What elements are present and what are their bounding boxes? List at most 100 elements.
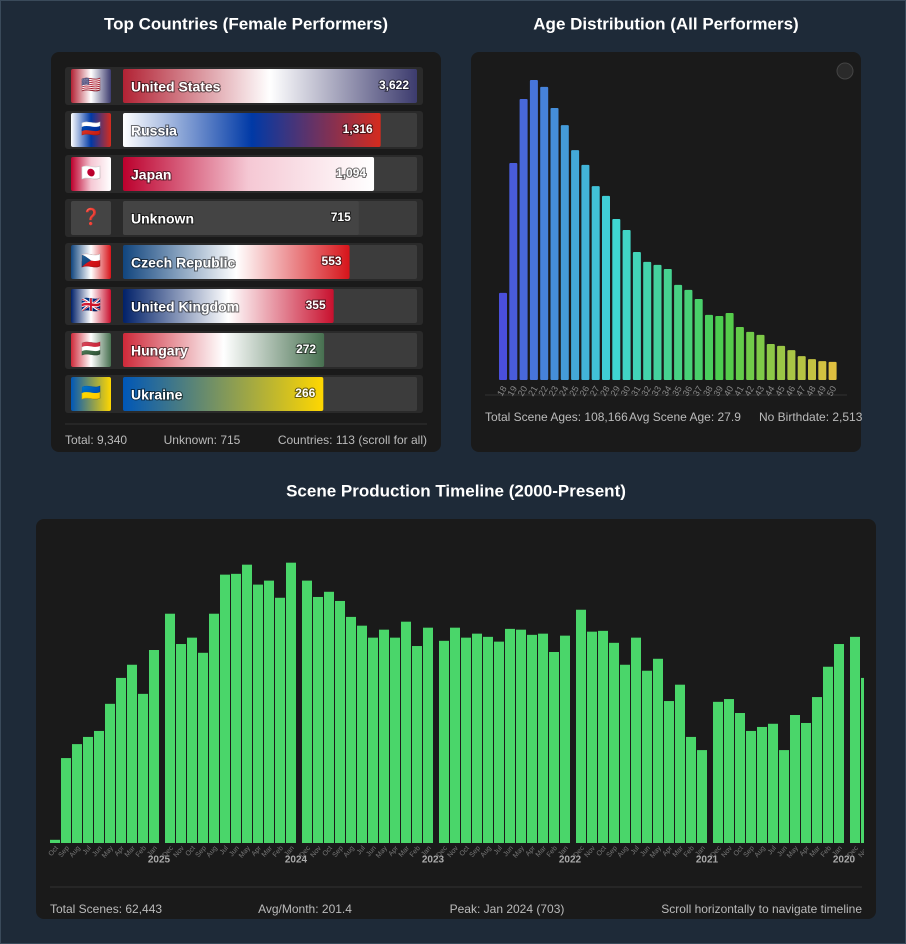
x-tick-label: 47 xyxy=(794,384,808,398)
bar xyxy=(527,634,537,843)
bar xyxy=(808,359,816,380)
flag: 🇺🇦 xyxy=(81,384,101,402)
flag-box xyxy=(71,157,111,191)
bar xyxy=(483,636,493,843)
bar xyxy=(516,629,526,843)
bar xyxy=(72,744,82,843)
value-label: 715 xyxy=(331,210,351,224)
bar xyxy=(766,344,775,380)
bar xyxy=(620,664,630,843)
x-tick-label: 22 xyxy=(536,384,550,398)
value-label: 1,094 xyxy=(336,166,366,180)
bar xyxy=(587,631,597,843)
x-tick-label: 19 xyxy=(505,384,519,398)
x-tick-label: 44 xyxy=(763,384,777,398)
footer-stat: Avg Scene Age: 27.9 xyxy=(629,410,741,424)
bar xyxy=(653,264,662,380)
bar xyxy=(675,684,685,843)
bar xyxy=(705,314,713,380)
bar xyxy=(302,580,312,843)
bar xyxy=(187,637,197,843)
bar xyxy=(61,758,71,843)
bar xyxy=(612,219,621,380)
x-tick-label: Nov xyxy=(858,845,872,859)
x-tick-label: 34 xyxy=(660,384,674,398)
category-label: United States xyxy=(131,79,221,95)
bar xyxy=(368,637,378,843)
bar xyxy=(286,562,296,843)
footer-stat: No Birthdate: 2,513 xyxy=(759,410,863,424)
x-tick-label: Oct xyxy=(48,845,60,858)
year-label: 2023 xyxy=(422,855,445,866)
year-label: 2020 xyxy=(833,855,856,866)
x-tick-label: Jul xyxy=(767,845,778,857)
x-tick-label: 35 xyxy=(670,384,684,398)
bar xyxy=(509,162,518,380)
footer-stat: Total Scene Ages: 108,166 xyxy=(485,410,628,424)
x-tick-label: 31 xyxy=(629,384,643,398)
x-tick-label: 38 xyxy=(701,384,715,398)
bar xyxy=(499,292,507,380)
bar xyxy=(631,637,641,843)
category-label: Hungary xyxy=(131,343,188,359)
bar xyxy=(116,677,126,843)
flag: ❓ xyxy=(81,207,101,226)
bar xyxy=(735,713,745,843)
bar xyxy=(540,86,549,380)
flag: 🇭🇺 xyxy=(81,340,101,358)
bar xyxy=(123,113,381,147)
bar xyxy=(123,157,375,191)
bar xyxy=(198,652,208,843)
x-tick-label: 41 xyxy=(732,384,746,398)
year-label: 2022 xyxy=(559,855,582,866)
x-tick-label: 18 xyxy=(495,384,509,398)
bar xyxy=(598,630,608,843)
x-tick-label: 20 xyxy=(516,384,530,398)
x-tick-label: 32 xyxy=(639,384,653,398)
chart-title: Age Distribution (All Performers) xyxy=(533,14,798,33)
category-label: Japan xyxy=(131,167,171,183)
bar xyxy=(529,80,538,380)
flag: 🇯🇵 xyxy=(81,164,101,182)
bar xyxy=(674,284,683,380)
bar xyxy=(779,750,789,843)
bar xyxy=(787,350,796,380)
x-tick-label: 26 xyxy=(578,384,592,398)
bar xyxy=(642,670,652,843)
bar xyxy=(715,315,724,380)
bar xyxy=(461,637,471,843)
bar xyxy=(697,750,707,843)
bar xyxy=(538,633,548,843)
bar xyxy=(123,289,334,323)
chart-title: Top Countries (Female Performers) xyxy=(104,14,388,33)
x-tick-label: Jul xyxy=(356,845,367,857)
bar xyxy=(123,377,324,411)
category-label: Ukraine xyxy=(131,387,183,403)
bar xyxy=(94,730,104,843)
x-tick-label: 39 xyxy=(711,384,725,398)
bar xyxy=(253,584,263,843)
flag-box xyxy=(71,377,111,411)
bar xyxy=(324,591,334,843)
bar xyxy=(834,644,844,843)
bar xyxy=(550,108,559,381)
x-tick-label: 33 xyxy=(650,384,664,398)
refresh-button[interactable] xyxy=(836,62,854,80)
bar xyxy=(812,697,822,843)
x-tick-label: 40 xyxy=(722,384,736,398)
bar xyxy=(346,616,356,843)
bar xyxy=(756,334,765,380)
bar xyxy=(165,613,175,843)
bar xyxy=(231,573,241,843)
footer-stat: Total: 9,340 xyxy=(65,433,127,447)
flag-box xyxy=(71,201,111,235)
flag-box xyxy=(71,333,111,367)
bar xyxy=(801,722,811,843)
footer-stat: Avg/Month: 201.4 xyxy=(258,902,352,916)
value-label: 355 xyxy=(306,298,326,312)
category-label: Unknown xyxy=(131,211,194,227)
bar xyxy=(439,640,449,843)
